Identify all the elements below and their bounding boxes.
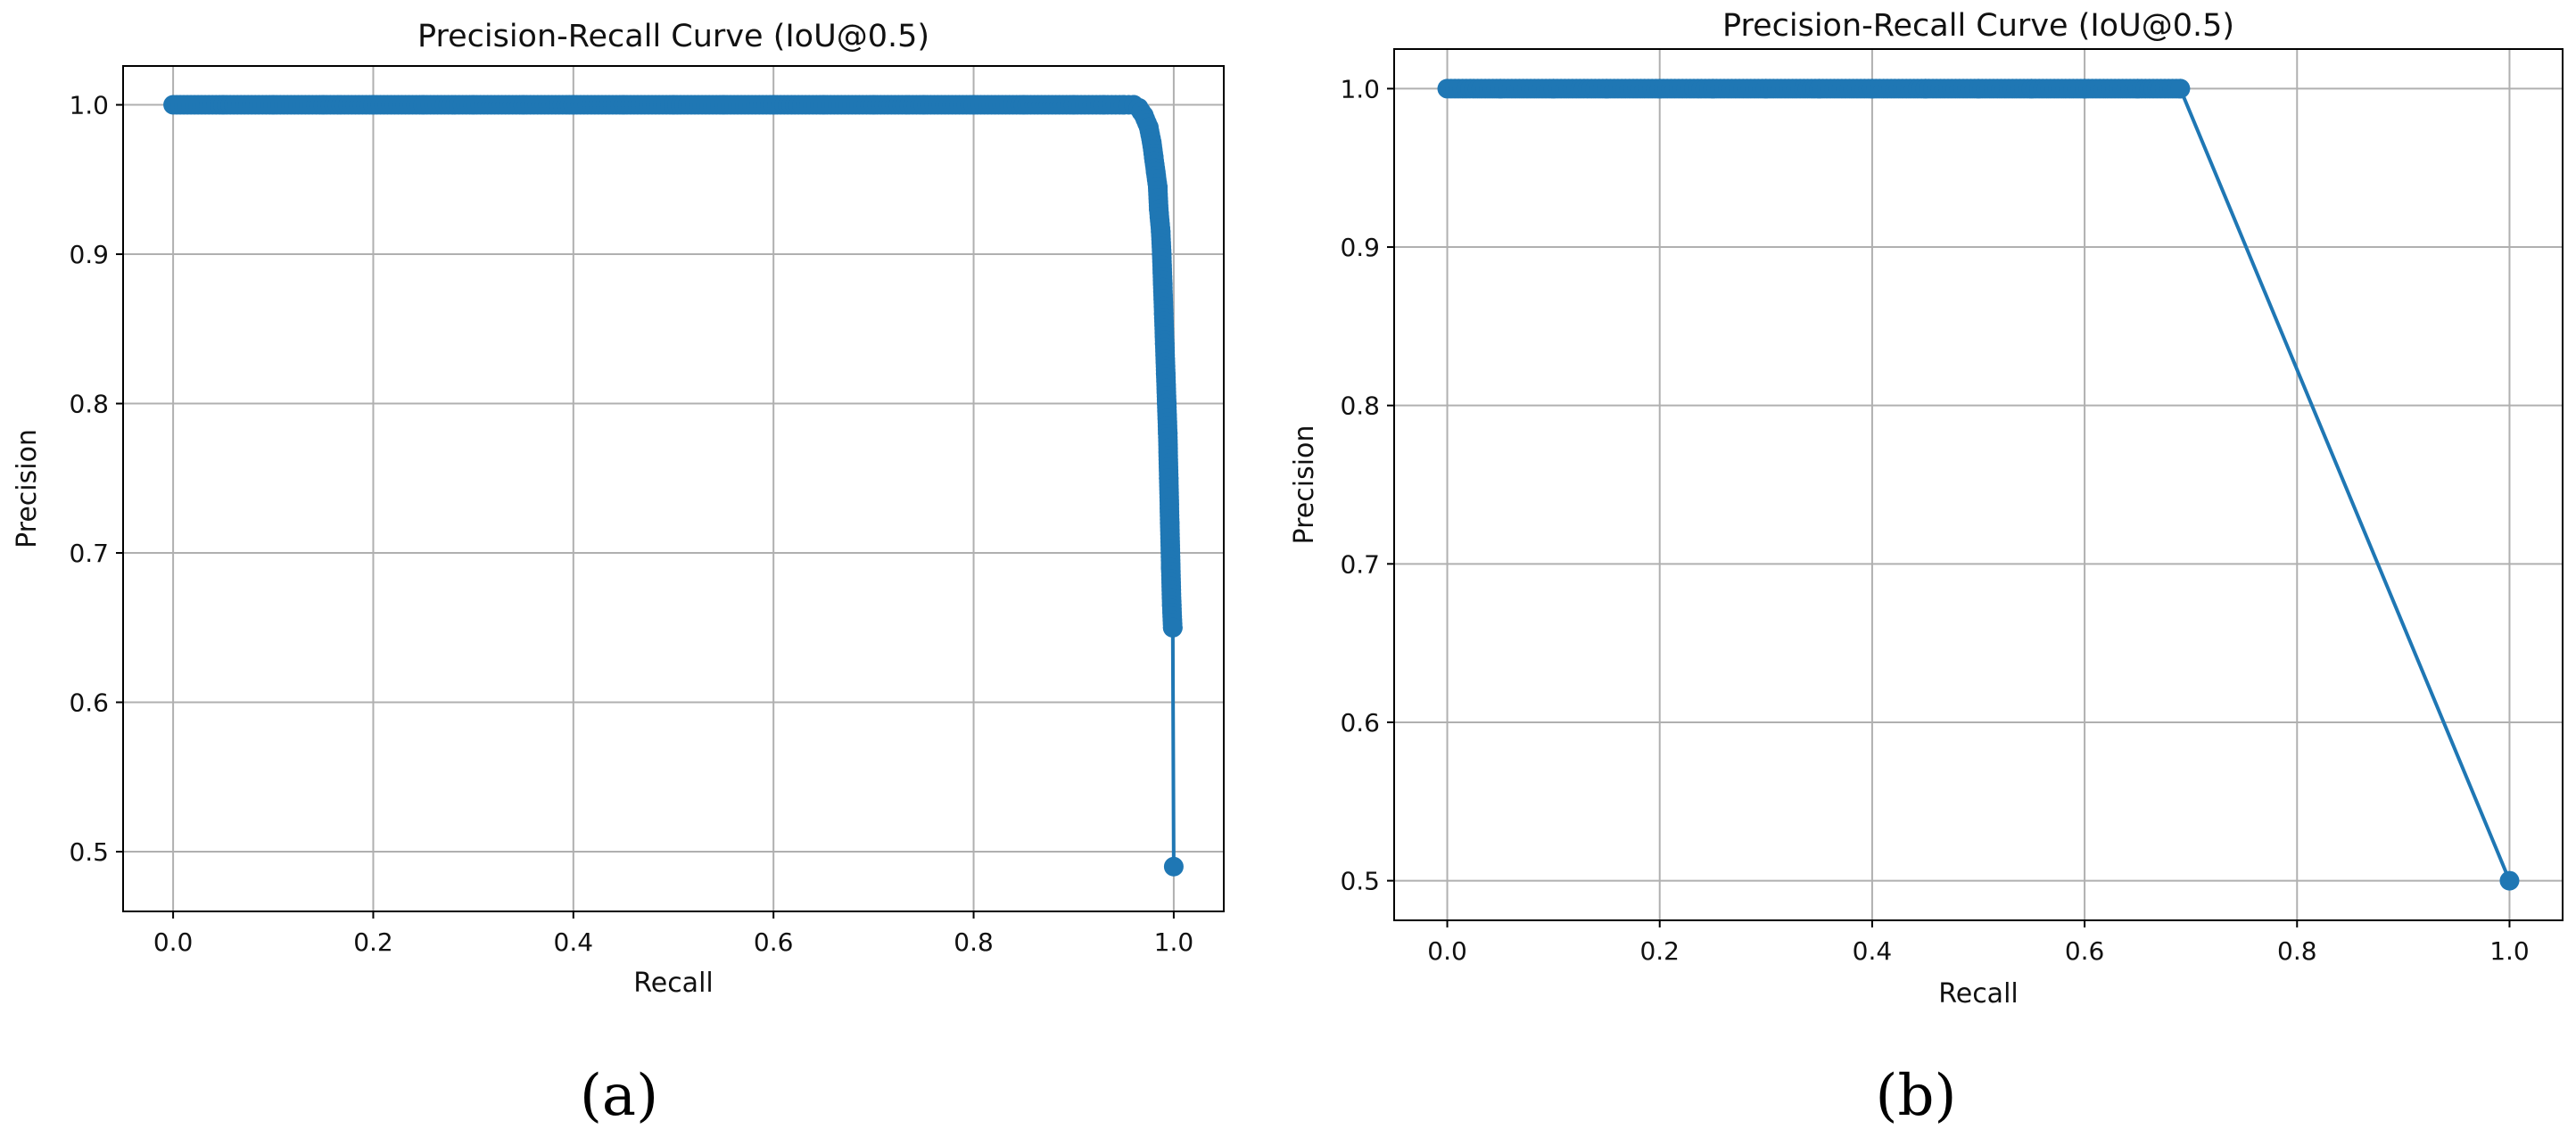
panel-a-plot-frame [122, 65, 1225, 912]
panel-a-x-tick-label: 0.4 [554, 927, 594, 957]
panel-a-x-tick-label: 0.2 [353, 927, 393, 957]
panel-b-y-tick-label: 1.0 [1340, 74, 1380, 103]
panel-b-x-tick-label: 0.0 [1427, 936, 1467, 966]
panel-b-caption: (b) [1876, 1063, 1957, 1129]
panel-b: 0.0 0.2 0.4 0.6 0.8 1.0 0.5 0.6 0.7 0.8 0.9 1.0 Prec… [1289, 8, 2564, 1129]
panel-a-y-tick-label: 0.7 [69, 539, 109, 568]
panel-a-x-axis-label: Recall [633, 968, 714, 999]
panel-a-y-tick-label: 0.6 [69, 688, 109, 718]
panel-a: 0.0 0.2 0.4 0.6 0.8 1.0 0.5 0.6 0.7 0.8 0.9 1.0 Prec… [12, 19, 1225, 1129]
panel-b-pr-point [2499, 870, 2520, 891]
panel-b-y-axis-label: Precision [1289, 425, 1320, 545]
panel-a-x-tick-label: 0.8 [954, 927, 994, 957]
panel-a-pr-curve-line [173, 103, 1176, 867]
panel-b-y-tick-label: 0.5 [1340, 867, 1380, 896]
panel-a-x-tick-label: 0.0 [153, 927, 194, 957]
panel-b-plot-frame [1393, 48, 2564, 921]
panel-a-pr-point [1162, 617, 1183, 638]
panel-b-x-tick-label: 0.8 [2277, 936, 2317, 966]
panel-a-x-tick-label: 0.6 [754, 927, 794, 957]
panel-b-y-tick-label: 0.7 [1340, 549, 1380, 579]
panel-b-y-tick-label: 0.8 [1340, 391, 1380, 421]
panel-a-y-tick-label: 0.9 [69, 240, 109, 269]
panel-a-y-tick-label: 1.0 [69, 91, 109, 120]
panel-b-x-tick-label: 1.0 [2489, 936, 2530, 966]
panel-b-x-tick-label: 0.2 [1639, 936, 1680, 966]
panel-b-x-axis-label: Recall [1938, 978, 2019, 1010]
panel-a-pr-point [1163, 856, 1184, 877]
panel-b-x-tick-label: 0.6 [2065, 936, 2105, 966]
panel-b-y-tick-label: 0.6 [1340, 708, 1380, 738]
panel-a-y-tick-label: 0.8 [69, 390, 109, 419]
panel-b-y-tick-label: 0.9 [1340, 233, 1380, 262]
panel-a-chart-title: Precision-Recall Curve (IoU@0.5) [417, 19, 929, 54]
panel-a-y-axis-label: Precision [12, 429, 43, 548]
panel-a-y-tick-label: 0.5 [69, 837, 109, 867]
panel-b-x-tick-label: 0.4 [1853, 936, 1893, 966]
panel-b-pr-point [2170, 78, 2191, 99]
panel-b-chart-title: Precision-Recall Curve (IoU@0.5) [1722, 8, 2234, 44]
panel-a-caption: (a) [580, 1063, 658, 1129]
panel-a-x-tick-label: 1.0 [1154, 927, 1194, 957]
panel-b-pr-curve-line [1447, 87, 2512, 882]
